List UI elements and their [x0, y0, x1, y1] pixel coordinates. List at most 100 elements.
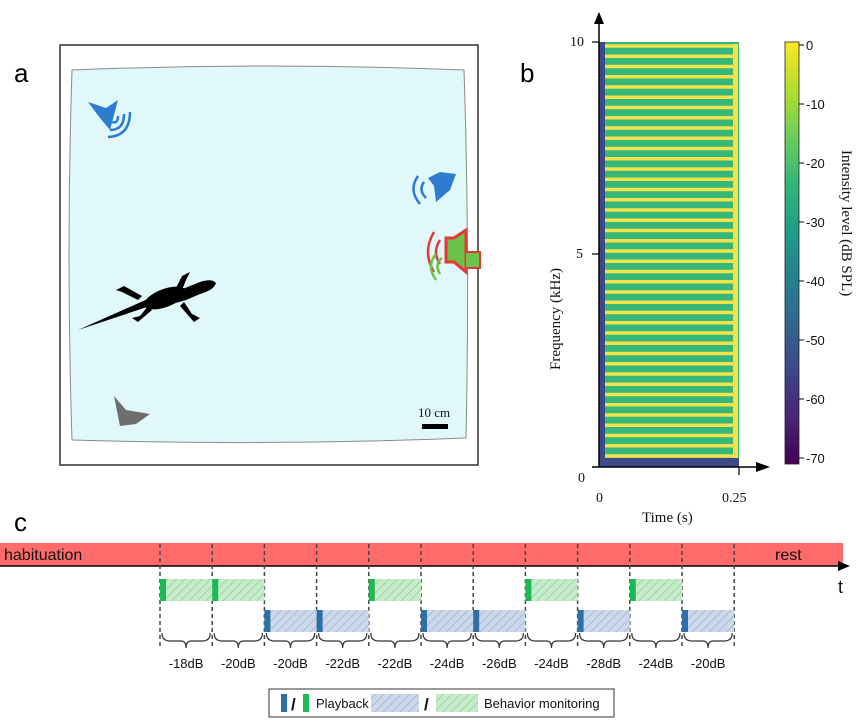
spectrogram-harmonic: [603, 187, 735, 192]
colorbar-tick-label: -70: [806, 451, 825, 466]
trial-db-label: -18dB: [169, 656, 204, 671]
playback-block: [264, 610, 271, 632]
colorbar-tick-label: -30: [806, 215, 825, 230]
behavior-monitoring-block: [264, 610, 317, 632]
spectrogram-harmonic: [603, 361, 735, 366]
speaker-icon: [88, 100, 132, 139]
spectrogram-harmonic: [603, 44, 735, 48]
x-axis-title: Time (s): [642, 510, 693, 526]
legend-blue-monitor-swatch: [371, 694, 419, 712]
trial-brace: [370, 632, 420, 649]
behavior-monitoring-block: [368, 579, 421, 601]
trial-db-label: -28dB: [586, 656, 621, 671]
trial-brace: [631, 632, 681, 649]
spectrogram-harmonic: [603, 259, 735, 264]
behavior-monitoring-block: [160, 579, 213, 601]
panel-c: c habituation rest t -18dB -20dB -20dB -22d…: [0, 507, 850, 718]
spectrogram-harmonic: [603, 392, 735, 397]
legend-blue-playback-swatch: [281, 694, 287, 712]
playback-block: [212, 579, 219, 601]
spectrogram-harmonic: [603, 177, 735, 182]
playback-block: [160, 579, 166, 601]
spectrogram-harmonic: [603, 218, 735, 223]
x-tick-label: 0: [596, 491, 603, 506]
spectrogram-harmonic: [603, 331, 735, 335]
rest-label: rest: [775, 547, 802, 564]
spectrogram-harmonic: [603, 85, 735, 89]
playback-block: [473, 610, 480, 632]
playback-block: [316, 610, 323, 632]
spectrogram-harmonic: [603, 372, 735, 376]
playback-block: [629, 579, 636, 601]
y-tick-label: 10: [570, 35, 584, 50]
trial-db-label: -24dB: [430, 656, 465, 671]
active-speaker-icon: [426, 227, 481, 281]
spectrogram-harmonic: [603, 238, 735, 243]
spectrogram-harmonic: [603, 105, 735, 110]
colorbar-ticks: 0 -10 -20 -30 -40 -50 -60 -70: [799, 38, 825, 466]
trial-db-label: -24dB: [639, 656, 674, 671]
spectrogram-harmonic: [603, 126, 735, 130]
behavior-monitoring-block: [629, 579, 682, 601]
spectrogram-harmonic: [603, 54, 735, 59]
scale-bar-label: 10 cm: [418, 405, 450, 420]
spectrogram-harmonic: [603, 300, 735, 305]
spectrogram-harmonic: [603, 290, 735, 294]
spectrogram-harmonic: [603, 228, 735, 233]
behavior-monitoring-block: [577, 610, 630, 632]
spectrogram-stripes: [603, 44, 738, 458]
trial-db-label: -26dB: [482, 656, 517, 671]
x-axis-arrow: [756, 462, 770, 472]
colorbar-tick-label: -10: [806, 97, 825, 112]
spectrogram-harmonic: [603, 382, 735, 387]
behavior-monitoring-block: [316, 610, 369, 632]
y-tick-label: 5: [576, 247, 583, 262]
trial-db-label: -24dB: [534, 656, 569, 671]
playback-block: [368, 579, 375, 601]
playback-block: [525, 579, 532, 601]
behavior-monitoring-block: [682, 610, 735, 632]
colorbar-title: Intensity level (dB SPL): [838, 150, 854, 296]
habituation-label: habituation: [4, 547, 82, 564]
panel-b: b 10 5 0 0 0.25 Frequency (kHz) Time (s)…: [520, 12, 854, 526]
trial-brace: [422, 632, 472, 649]
spectrogram-harmonic: [603, 310, 735, 315]
spectrogram-harmonic: [603, 341, 735, 346]
spectrogram-harmonic: [603, 423, 735, 428]
spectrogram-harmonic: [603, 269, 735, 274]
colorbar-tick-label: -20: [806, 156, 825, 171]
trial-brace: [526, 632, 577, 649]
behavior-monitoring-block: [212, 579, 265, 601]
spectrogram-harmonic: [603, 433, 735, 438]
panel-a: a: [14, 44, 481, 466]
legend: / Playback / Behavior monitoring: [268, 688, 615, 718]
trial-brace: [213, 632, 263, 649]
spectrogram-harmonic: [603, 402, 735, 407]
spectrogram-edge: [733, 44, 738, 458]
spectrogram-harmonic: [603, 208, 735, 212]
legend-playback-label: Playback: [316, 696, 369, 711]
y-axis-title: Frequency (kHz): [548, 268, 564, 370]
spectrogram-harmonic: [603, 413, 735, 417]
trial-db-label: -22dB: [378, 656, 413, 671]
panel-a-label: a: [14, 58, 29, 88]
spectrogram-harmonic: [603, 249, 735, 253]
legend-green-monitor-swatch: [436, 694, 478, 712]
spectrogram-harmonic: [603, 95, 735, 100]
time-label: t: [838, 577, 843, 597]
panel-b-label: b: [520, 58, 534, 88]
spectrogram-harmonic: [603, 197, 735, 202]
trial-db-label: -20dB: [221, 656, 256, 671]
trial-brace: [579, 632, 629, 649]
colorbar: [784, 41, 800, 465]
trial-brace: [265, 632, 316, 649]
colorbar-tick-label: -50: [806, 333, 825, 348]
spectrogram-harmonic: [603, 351, 735, 356]
behavior-monitoring-block: [473, 610, 526, 632]
spectrogram-harmonic: [603, 156, 735, 161]
colorbar-tick-label: -60: [806, 392, 825, 407]
trial-db-label: -20dB: [273, 656, 308, 671]
spectrogram-harmonic: [603, 454, 735, 458]
spectrogram-harmonic: [603, 136, 735, 141]
trial-db-label: -22dB: [325, 656, 360, 671]
